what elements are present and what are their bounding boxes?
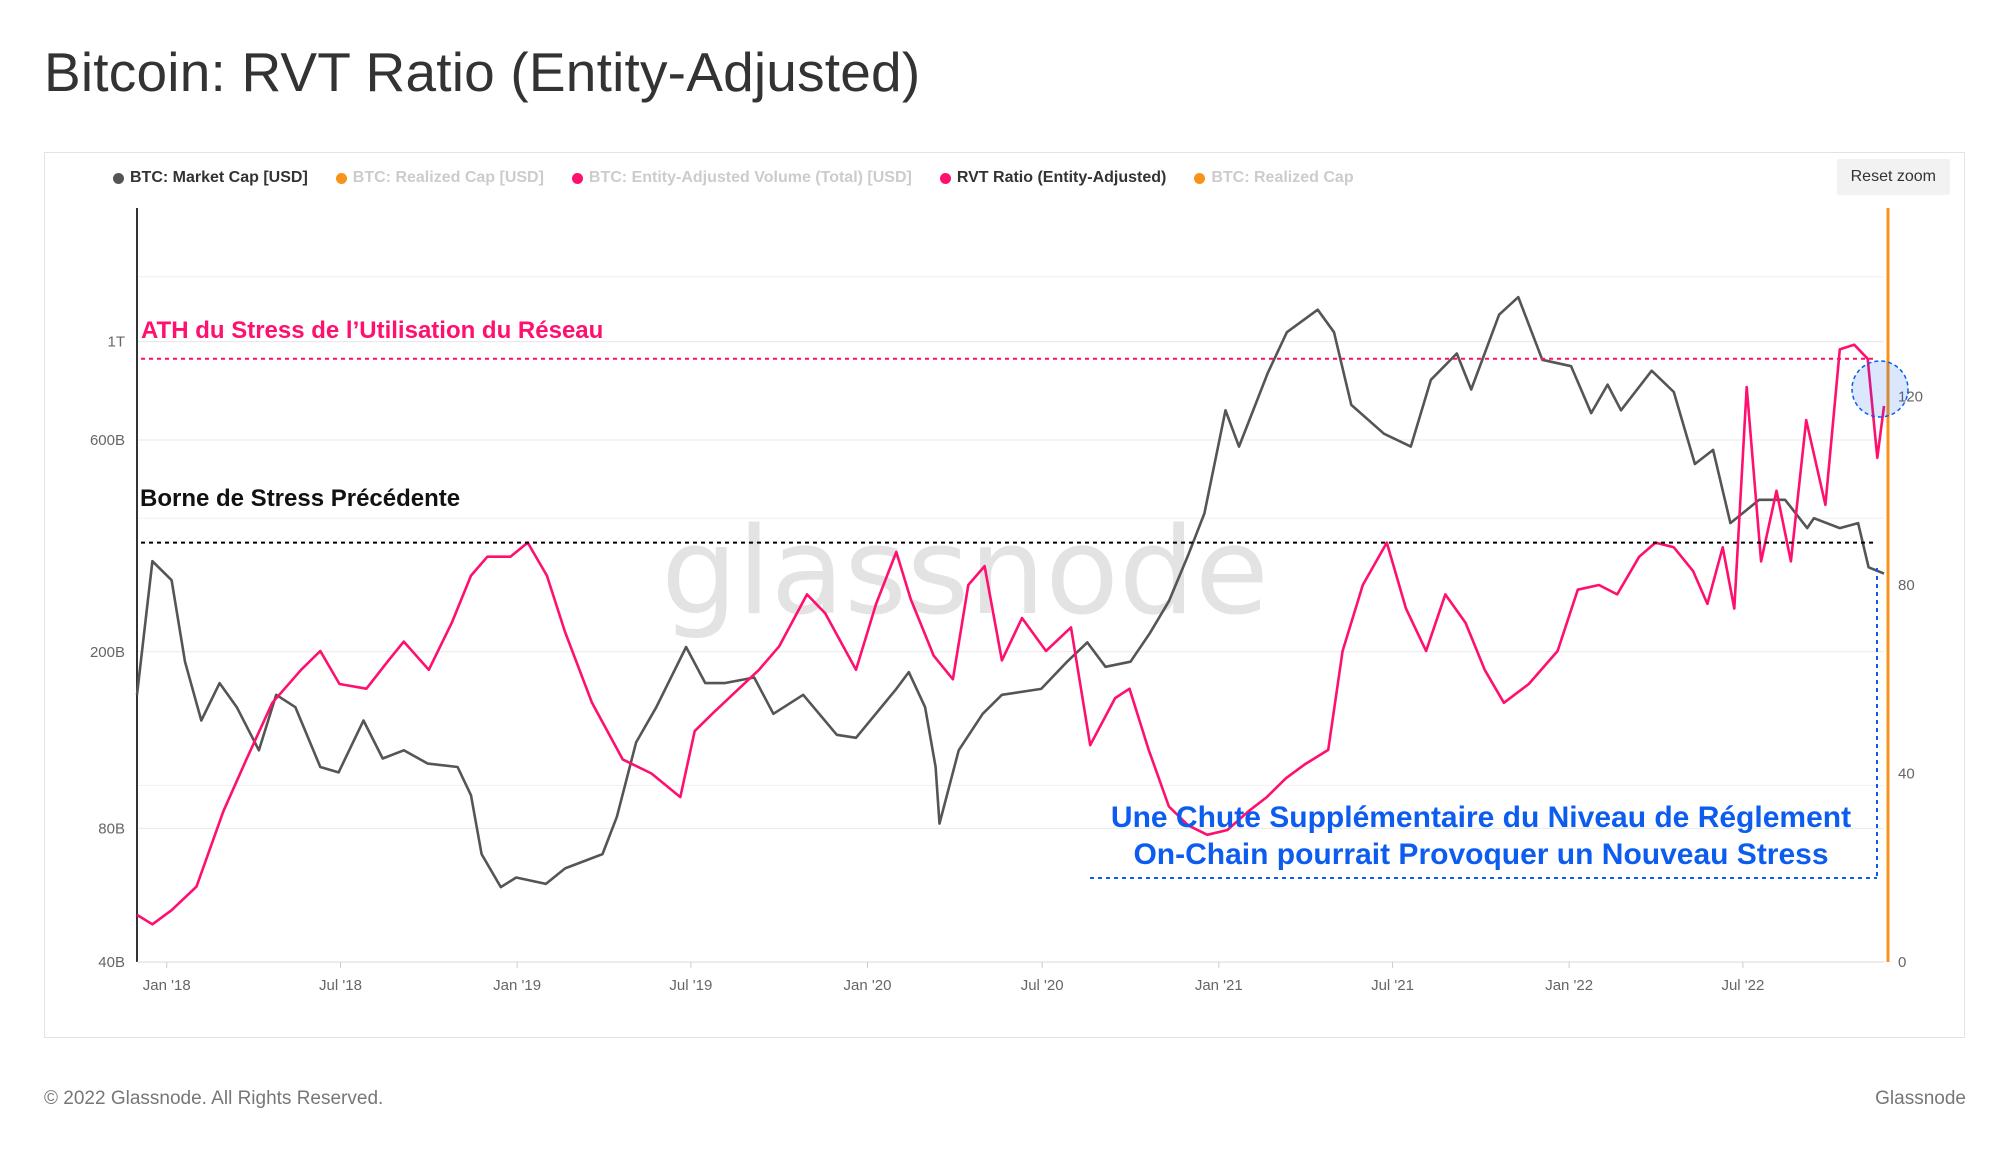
legend-label: BTC: Entity-Adjusted Volume (Total) [USD…	[588, 169, 912, 186]
y-right-tick-label: 40	[1898, 766, 1915, 783]
x-tick-label: Jan '18	[143, 977, 191, 994]
x-tick-label: Jan '21	[1195, 977, 1243, 994]
previous-stress-annotation: Borne de Stress Précédente	[140, 485, 460, 512]
legend-item-1[interactable]: BTC: Realized Cap [USD]	[335, 169, 544, 187]
y-left-tick-label: 1T	[107, 334, 125, 351]
chart-container: BTC: Market Cap [USD] BTC: Realized Cap […	[44, 152, 1965, 1038]
watermark: glassnode	[661, 503, 1269, 642]
series-line-0	[135, 295, 1885, 889]
legend-dot-icon	[113, 172, 124, 184]
axes: 40B 80B 200B 600B 1T 0 40 80 120 Jan '18 Jul '18 Ja…	[90, 208, 1923, 994]
reset-zoom-button[interactable]: Reset zoom	[1836, 159, 1950, 195]
annotations: ATH du Stress de l’Utilisation du Réseau…	[140, 317, 1909, 879]
y-left-tick-label: 80B	[98, 820, 125, 837]
x-tick-label: Jul '22	[1721, 977, 1764, 994]
x-tick-label: Jul '20	[1021, 977, 1064, 994]
y-left-tick-label: 600B	[90, 432, 125, 449]
legend-label: BTC: Realized Cap	[1211, 169, 1354, 186]
legend-dot-icon	[335, 172, 347, 184]
legend-label: RVT Ratio (Entity-Adjusted)	[956, 169, 1167, 186]
page-title: Bitcoin: RVT Ratio (Entity-Adjusted)	[44, 41, 921, 103]
legend-dot-icon	[571, 172, 583, 184]
drop-annotation-line-2: On-Chain pourrait Provoquer un Nouveau S…	[1133, 838, 1828, 871]
x-tick-label: Jul '19	[669, 977, 712, 994]
legend-item-4[interactable]: BTC: Realized Cap	[1194, 169, 1354, 187]
x-tick-label: Jan '22	[1545, 977, 1593, 994]
series-layer	[135, 295, 1886, 926]
legend-item-3[interactable]: RVT Ratio (Entity-Adjusted)	[939, 169, 1167, 187]
y-right-tick-label: 120	[1898, 389, 1923, 406]
x-tick-label: Jul '18	[319, 977, 362, 994]
x-tick-label: Jul '21	[1371, 977, 1414, 994]
y-right-tick-label: 0	[1898, 954, 1906, 971]
legend-item-2[interactable]: BTC: Entity-Adjusted Volume (Total) [USD…	[571, 169, 912, 187]
legend-dot-icon	[939, 172, 951, 184]
series-line-1	[136, 343, 1886, 926]
y-right-tick-label: 80	[1898, 577, 1915, 594]
grid-lines	[137, 276, 1884, 963]
legend-dot-icon	[1194, 172, 1206, 184]
x-tick-label: Jan '19	[493, 977, 541, 994]
legend-label: BTC: Realized Cap [USD]	[352, 169, 544, 186]
ath-annotation: ATH du Stress de l’Utilisation du Réseau	[141, 317, 603, 344]
legend-item-0[interactable]: BTC: Market Cap [USD]	[113, 169, 308, 187]
chart-svg: glassnode 40B 80B 200B 600B 1T 0 40 80 120 Jan '1…	[90, 208, 1923, 994]
y-left-tick-label: 40B	[98, 954, 125, 971]
x-tick-label: Jan '20	[844, 977, 892, 994]
legend: BTC: Market Cap [USD] BTC: Realized Cap […	[113, 169, 1354, 187]
footer-brand: Glassnode	[1875, 1088, 1966, 1109]
drop-annotation-line-1: Une Chute Supplémentaire du Niveau de Ré…	[1111, 801, 1851, 834]
highlight-circle	[1851, 360, 1909, 418]
y-left-tick-label: 200B	[90, 644, 125, 661]
legend-label: BTC: Market Cap [USD]	[130, 169, 308, 186]
footer-copyright: © 2022 Glassnode. All Rights Reserved.	[44, 1088, 384, 1109]
